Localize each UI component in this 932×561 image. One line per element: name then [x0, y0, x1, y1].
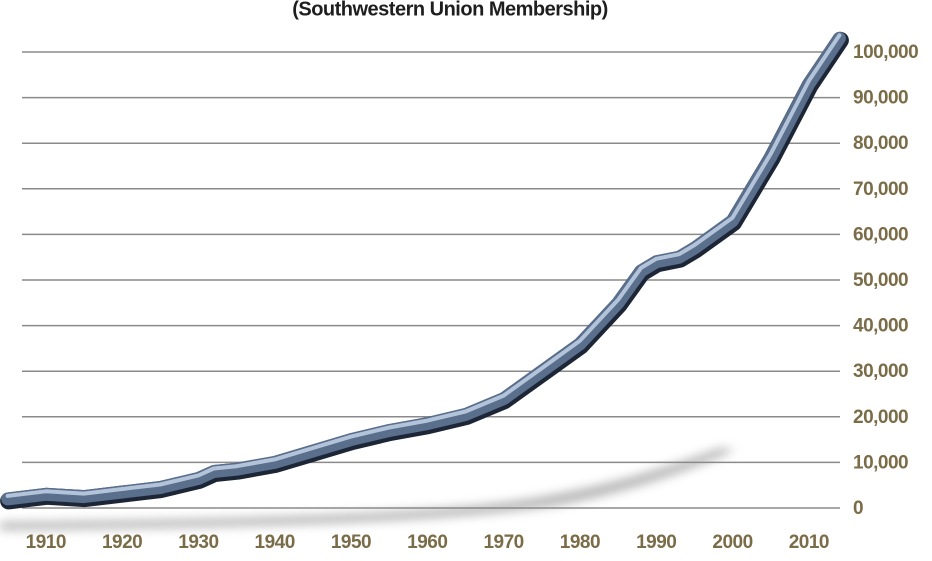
y-tick-label: 90,000: [853, 88, 908, 109]
y-tick-label: 100,000: [853, 42, 918, 63]
x-tick-label: 1910: [26, 532, 66, 553]
x-tick-label: 1970: [483, 532, 523, 553]
y-tick-label: 80,000: [853, 133, 908, 154]
y-tick-label: 10,000: [853, 452, 908, 473]
line-highlight: [5, 33, 842, 498]
x-tick-label: 2010: [789, 532, 829, 553]
line: [1, 31, 846, 506]
y-tick-label: 30,000: [853, 361, 908, 382]
x-tick-label: 1920: [102, 532, 142, 553]
line-ribbon-edge: [0, 31, 849, 510]
y-tick-label: 70,000: [853, 179, 908, 200]
y-tick-label: 0: [853, 498, 863, 519]
y-tick-label: 20,000: [853, 407, 908, 428]
x-tick-label: 1940: [255, 532, 295, 553]
chart-title: (Southwestern Union Membership): [292, 0, 608, 20]
y-tick-label: 40,000: [853, 316, 908, 337]
x-tick-label: 2000: [712, 532, 752, 553]
x-tick-label: 1960: [407, 532, 447, 553]
x-tick-label: 1950: [331, 532, 371, 553]
y-tick-label: 50,000: [853, 270, 908, 291]
y-tick-label: 60,000: [853, 224, 908, 245]
x-tick-label: 1980: [560, 532, 600, 553]
x-tick-label: 1930: [178, 532, 218, 553]
line-shadow: [0, 448, 735, 530]
x-tick-label: 1990: [636, 532, 676, 553]
